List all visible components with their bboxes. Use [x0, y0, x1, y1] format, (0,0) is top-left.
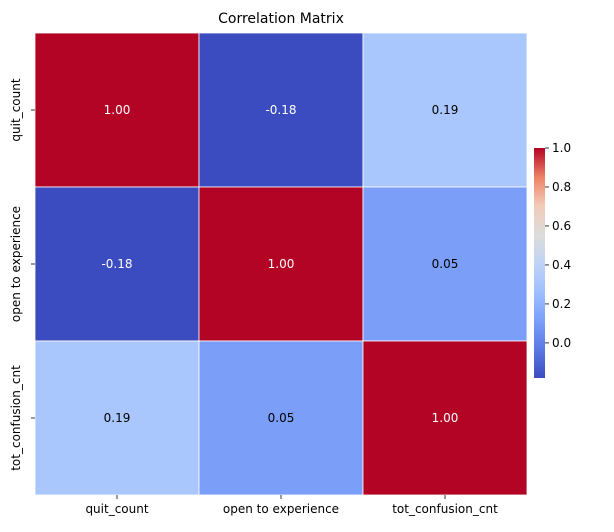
colorbar-tick-label-2: 0.4	[552, 258, 571, 272]
colorbar-tick-label-5: 1.0	[552, 141, 571, 155]
colorbar-tick-label-3: 0.6	[552, 219, 571, 233]
x-tick-label-0: quit_count	[85, 502, 148, 516]
y-tick-label-0: quit_count	[9, 78, 23, 141]
cell-value-label-0-2: 0.19	[432, 103, 459, 117]
x-axis-ticks: quit_count open to experience tot_confusio…	[85, 495, 498, 516]
heatmap-cell-0-0	[34, 32, 200, 188]
colorbar-tick-label-1: 0.2	[552, 297, 571, 311]
heatmap-cell-1-1	[198, 186, 364, 342]
cell-value-label-1-0: -0.18	[101, 257, 132, 271]
y-tick-label-2: tot_confusion_cnt	[9, 365, 23, 471]
heatmap-cell-2-0	[34, 340, 200, 496]
colorbar-ticks: 0.0 0.2 0.4 0.6 0.8 1.0	[545, 141, 571, 350]
colorbar-tick-label-0: 0.0	[552, 336, 571, 350]
chart-title: Correlation Matrix	[218, 11, 344, 27]
colorbar-gradient	[534, 148, 545, 378]
heatmap-cell-2-1	[198, 340, 364, 496]
heatmap-cell-1-2	[362, 186, 528, 342]
y-tick-label-1: open to experience	[9, 206, 23, 322]
heatmap-cell-0-2	[362, 32, 528, 188]
cell-value-label-2-0: 0.19	[104, 411, 131, 425]
cell-value-label-1-2: 0.05	[432, 257, 459, 271]
colorbar: 0.0 0.2 0.4 0.6 0.8 1.0	[534, 141, 571, 378]
cell-value-label-2-2: 1.00	[432, 411, 459, 425]
heatmap-cell-1-0	[34, 186, 200, 342]
heatmap-cells	[34, 32, 528, 496]
cell-value-label-0-1: -0.18	[265, 103, 296, 117]
colorbar-tick-label-4: 0.8	[552, 180, 571, 194]
cell-value-label-2-1: 0.05	[268, 411, 295, 425]
x-tick-label-2: tot_confusion_cnt	[392, 502, 498, 516]
heatmap-cell-0-1	[198, 32, 364, 188]
heatmap-cell-labels: 1.00 -0.18 0.19 -0.18 1.00 0.05 0.19 0.05 1.00	[101, 103, 458, 425]
cell-value-label-0-0: 1.00	[104, 103, 131, 117]
cell-value-label-1-1: 1.00	[268, 257, 295, 271]
x-tick-label-1: open to experience	[223, 502, 339, 516]
